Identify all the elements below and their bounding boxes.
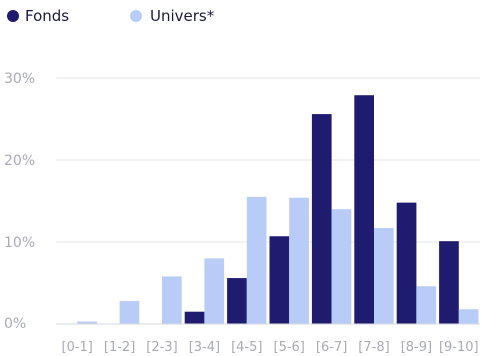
bar-fonds[interactable]: [439, 241, 459, 324]
bar-univers[interactable]: [77, 321, 97, 324]
bar-univers[interactable]: [246, 196, 267, 324]
bar-fonds[interactable]: [269, 236, 290, 324]
legend-label-univers: Univers*: [150, 7, 215, 25]
x-tick-label: [2-3]: [146, 340, 177, 355]
y-tick-label: 0%: [4, 316, 26, 332]
bars: [77, 95, 479, 324]
bar-fonds[interactable]: [354, 95, 374, 324]
x-tick-label: [9-10]: [439, 340, 479, 355]
x-tick-label: [5-6]: [274, 340, 305, 355]
bar-univers[interactable]: [331, 209, 352, 324]
legend: Fonds Univers*: [7, 7, 215, 25]
bar-univers[interactable]: [119, 301, 140, 324]
y-axis-ticks: 0% 10% 20% 30%: [4, 71, 35, 332]
bar-univers[interactable]: [458, 309, 479, 324]
y-tick-label: 10%: [4, 235, 35, 251]
x-tick-label: [4-5]: [231, 340, 262, 355]
x-tick-label: [6-7]: [316, 340, 347, 355]
legend-label-fonds: Fonds: [25, 7, 69, 25]
legend-swatch-univers: [130, 10, 142, 22]
x-tick-label: [1-2]: [104, 340, 135, 355]
y-tick-label: 30%: [4, 71, 35, 87]
bar-fonds[interactable]: [227, 278, 247, 324]
bar-univers[interactable]: [289, 197, 309, 324]
bar-univers[interactable]: [416, 286, 437, 324]
bar-fonds[interactable]: [396, 202, 417, 324]
x-tick-label: [7-8]: [358, 340, 389, 355]
x-tick-label: [3-4]: [189, 340, 220, 355]
legend-item-fonds[interactable]: Fonds: [7, 7, 69, 25]
bar-univers[interactable]: [374, 228, 394, 324]
bar-fonds[interactable]: [311, 114, 332, 324]
legend-item-univers[interactable]: Univers*: [130, 7, 215, 25]
bar-univers[interactable]: [204, 258, 225, 324]
bar-fonds[interactable]: [184, 311, 205, 324]
y-tick-label: 20%: [4, 153, 35, 169]
bar-univers[interactable]: [162, 276, 182, 324]
x-axis-labels: [0-1] [1-2] [2-3] [3-4] [4-5] [5-6] [6-7] [7-8]…: [62, 340, 479, 355]
legend-swatch-fonds: [7, 10, 19, 22]
x-tick-label: [0-1]: [62, 340, 93, 355]
x-tick-label: [8-9]: [401, 340, 432, 355]
